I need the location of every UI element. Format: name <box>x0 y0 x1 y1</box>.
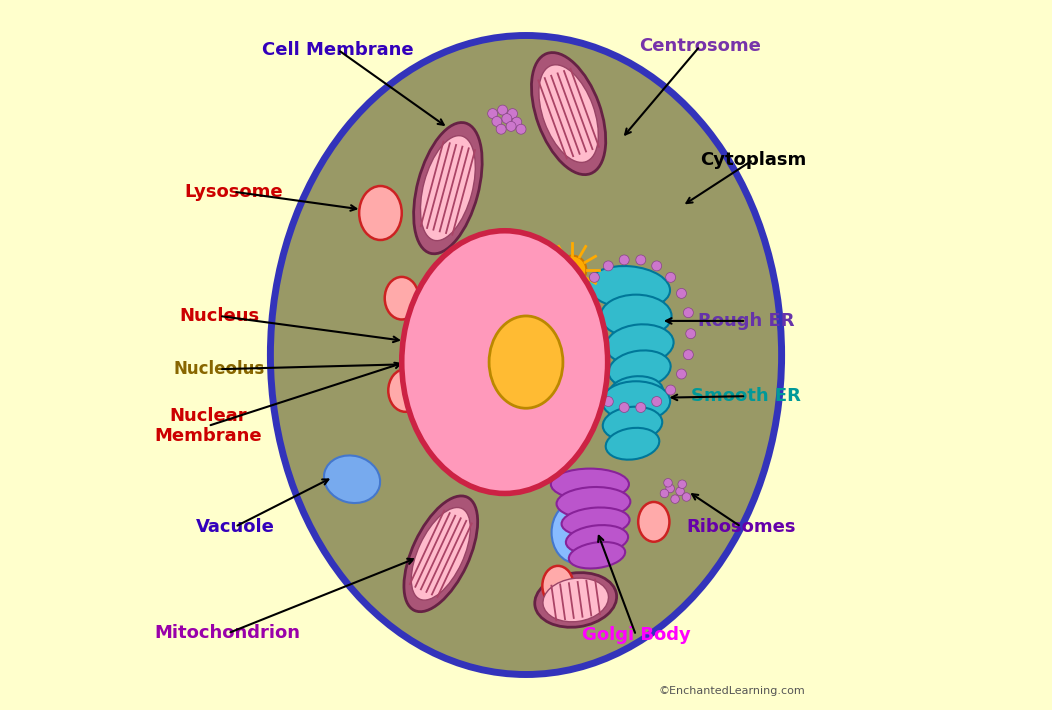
Circle shape <box>506 121 517 131</box>
Circle shape <box>589 385 600 395</box>
Ellipse shape <box>551 469 629 500</box>
Ellipse shape <box>543 566 573 606</box>
Circle shape <box>497 124 506 134</box>
Ellipse shape <box>602 381 670 421</box>
Circle shape <box>677 480 687 488</box>
Ellipse shape <box>270 36 782 674</box>
Text: Ribosomes: Ribosomes <box>686 518 796 536</box>
Circle shape <box>498 105 507 115</box>
Ellipse shape <box>588 266 670 309</box>
Circle shape <box>652 397 662 407</box>
Circle shape <box>604 397 613 407</box>
Text: Golgi Body: Golgi Body <box>582 626 690 645</box>
Ellipse shape <box>421 136 476 241</box>
Ellipse shape <box>566 525 628 554</box>
Ellipse shape <box>404 496 478 612</box>
Circle shape <box>579 369 588 379</box>
Ellipse shape <box>388 369 422 412</box>
Circle shape <box>686 329 695 339</box>
Circle shape <box>620 255 629 265</box>
Circle shape <box>664 479 672 487</box>
Ellipse shape <box>557 487 630 518</box>
Ellipse shape <box>609 376 663 408</box>
Circle shape <box>512 117 522 127</box>
Ellipse shape <box>531 53 606 175</box>
Ellipse shape <box>543 578 608 622</box>
Circle shape <box>492 116 502 126</box>
Circle shape <box>666 484 674 493</box>
Ellipse shape <box>603 407 663 441</box>
Circle shape <box>652 261 662 271</box>
Circle shape <box>635 403 646 413</box>
Ellipse shape <box>402 231 608 493</box>
Ellipse shape <box>639 502 669 542</box>
Ellipse shape <box>551 502 600 563</box>
Ellipse shape <box>442 258 489 324</box>
Circle shape <box>571 350 582 360</box>
Ellipse shape <box>606 428 660 459</box>
Ellipse shape <box>359 186 402 240</box>
Text: Nucleus: Nucleus <box>179 307 260 325</box>
Text: Mitochondrion: Mitochondrion <box>155 624 301 643</box>
Circle shape <box>488 109 498 119</box>
Circle shape <box>675 487 685 496</box>
Circle shape <box>682 493 691 501</box>
Circle shape <box>666 273 675 283</box>
Ellipse shape <box>489 316 563 408</box>
Circle shape <box>676 288 687 298</box>
Circle shape <box>635 255 646 265</box>
Circle shape <box>661 489 669 498</box>
Text: Cell Membrane: Cell Membrane <box>262 40 413 59</box>
Circle shape <box>579 288 588 298</box>
Circle shape <box>507 109 518 119</box>
Ellipse shape <box>413 123 482 253</box>
Circle shape <box>589 273 600 283</box>
Ellipse shape <box>411 508 470 600</box>
Ellipse shape <box>601 295 671 337</box>
Circle shape <box>569 329 580 339</box>
Ellipse shape <box>385 277 419 320</box>
Text: Centrosome: Centrosome <box>639 37 761 55</box>
Ellipse shape <box>562 508 629 536</box>
Circle shape <box>502 114 512 124</box>
Text: Nucleolus: Nucleolus <box>174 360 265 378</box>
Circle shape <box>684 307 693 317</box>
Circle shape <box>571 307 582 317</box>
Circle shape <box>684 350 693 360</box>
Ellipse shape <box>324 455 380 503</box>
Circle shape <box>676 369 687 379</box>
Text: ©EnchantedLearning.com: ©EnchantedLearning.com <box>659 686 805 696</box>
Text: Rough ER: Rough ER <box>697 312 794 330</box>
Circle shape <box>671 495 680 503</box>
Text: Vacuole: Vacuole <box>196 518 275 536</box>
Text: Smooth ER: Smooth ER <box>691 387 801 405</box>
Circle shape <box>558 256 586 284</box>
Circle shape <box>604 261 613 271</box>
Text: Nuclear
Membrane: Nuclear Membrane <box>154 407 262 445</box>
Ellipse shape <box>534 573 616 627</box>
Circle shape <box>517 124 526 134</box>
Circle shape <box>620 403 629 413</box>
Ellipse shape <box>606 324 673 364</box>
Ellipse shape <box>539 65 599 163</box>
Circle shape <box>666 385 675 395</box>
Text: Cytoplasm: Cytoplasm <box>700 151 806 169</box>
Ellipse shape <box>608 351 670 388</box>
Ellipse shape <box>569 542 625 569</box>
Text: Lysosome: Lysosome <box>184 182 283 201</box>
